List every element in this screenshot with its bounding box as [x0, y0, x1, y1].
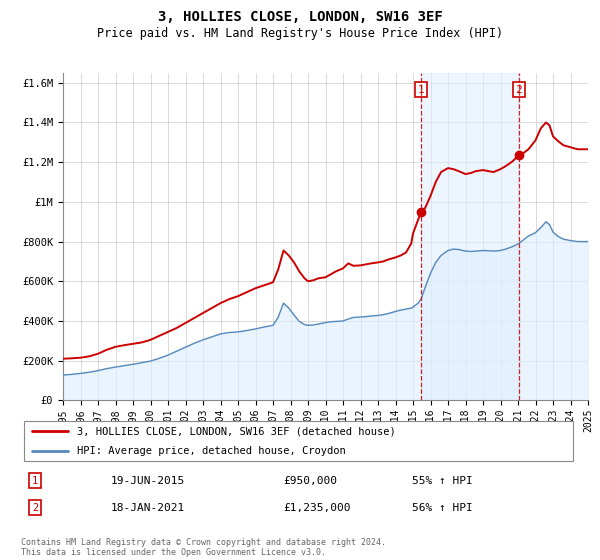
- Text: 3, HOLLIES CLOSE, LONDON, SW16 3EF: 3, HOLLIES CLOSE, LONDON, SW16 3EF: [158, 10, 442, 24]
- Text: Price paid vs. HM Land Registry's House Price Index (HPI): Price paid vs. HM Land Registry's House …: [97, 27, 503, 40]
- Text: 19-JUN-2015: 19-JUN-2015: [110, 475, 185, 486]
- Bar: [421, 73, 519, 400]
- Text: 56% ↑ HPI: 56% ↑ HPI: [412, 502, 472, 512]
- Text: 55% ↑ HPI: 55% ↑ HPI: [412, 475, 472, 486]
- Text: HPI: Average price, detached house, Croydon: HPI: Average price, detached house, Croy…: [77, 446, 346, 456]
- Text: 3, HOLLIES CLOSE, LONDON, SW16 3EF (detached house): 3, HOLLIES CLOSE, LONDON, SW16 3EF (deta…: [77, 426, 395, 436]
- Text: £950,000: £950,000: [283, 475, 337, 486]
- Text: 2: 2: [515, 85, 522, 95]
- Text: £1,235,000: £1,235,000: [283, 502, 351, 512]
- Text: 2: 2: [32, 502, 38, 512]
- Text: 1: 1: [418, 85, 424, 95]
- FancyBboxPatch shape: [24, 421, 574, 461]
- Text: Contains HM Land Registry data © Crown copyright and database right 2024.
This d: Contains HM Land Registry data © Crown c…: [21, 538, 386, 557]
- Text: 18-JAN-2021: 18-JAN-2021: [110, 502, 185, 512]
- Text: 1: 1: [32, 475, 38, 486]
